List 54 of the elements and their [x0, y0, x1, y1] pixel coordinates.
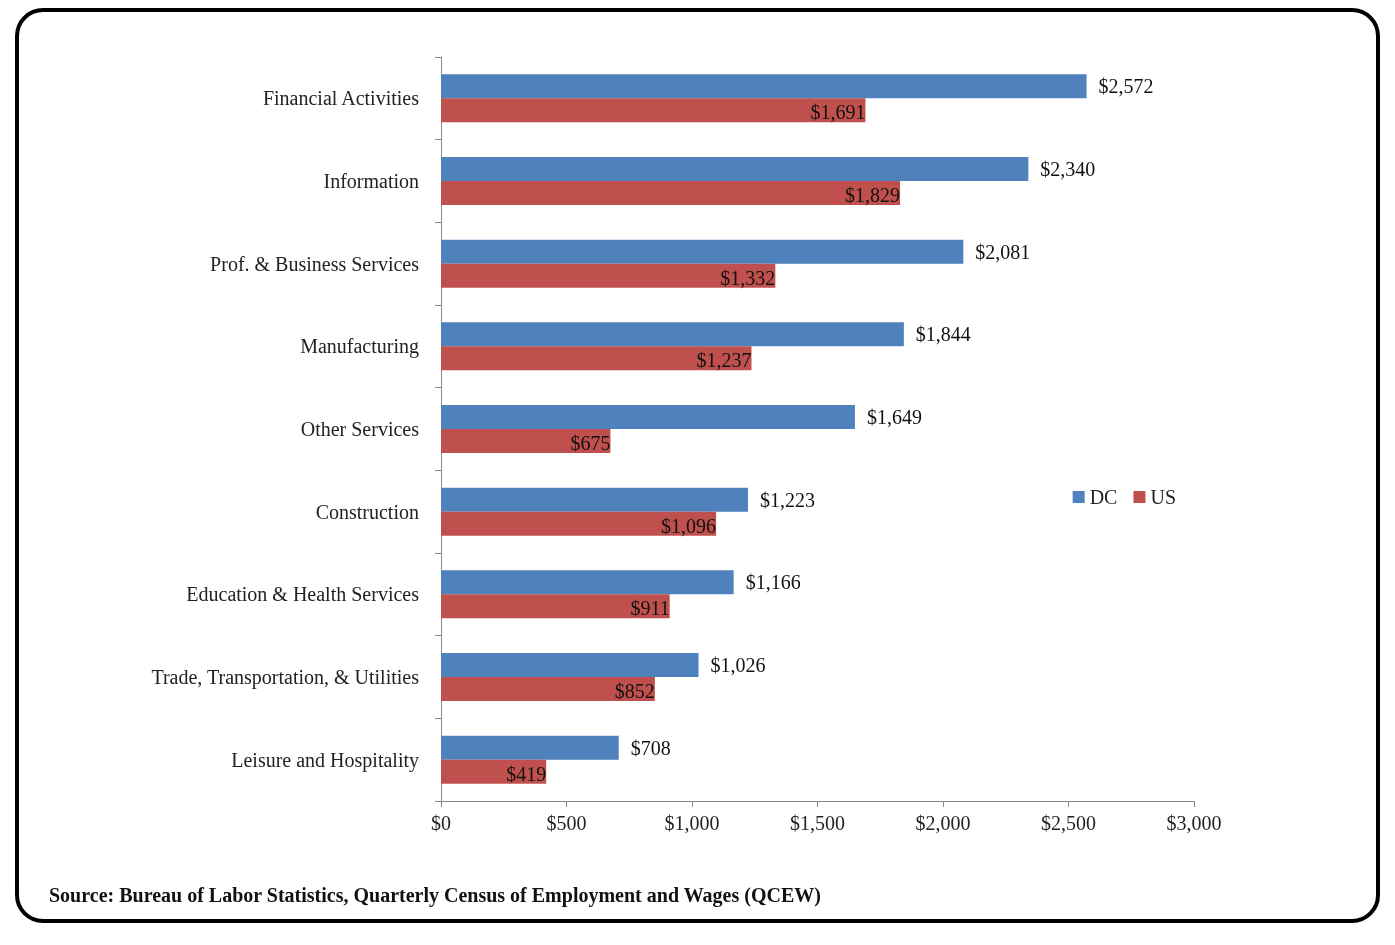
bar [441, 157, 1029, 181]
y-tick-label: Other Services [300, 418, 420, 440]
bar [441, 181, 901, 205]
y-tick-label: Trade, Transportation, & Utilities [151, 666, 420, 689]
data-label: $2,340 [1040, 158, 1096, 180]
y-tick-label: Prof. & Business Services [210, 252, 420, 275]
bar [441, 263, 776, 288]
legend-label: US [1150, 486, 1177, 508]
bar [441, 570, 734, 595]
data-label: $708 [630, 736, 671, 759]
data-label: $1,026 [710, 654, 766, 676]
data-label: $1,829 [845, 184, 901, 206]
data-label: $675 [570, 432, 611, 454]
data-label: $1,332 [720, 266, 776, 289]
bar [441, 429, 611, 453]
data-label: $1,844 [915, 323, 971, 346]
x-tick-label: $0 [431, 812, 451, 834]
x-tick-label: $1,500 [790, 812, 845, 834]
x-tick-label: $500 [546, 812, 587, 834]
data-label: $1,649 [866, 406, 922, 428]
bar [441, 677, 655, 701]
bar [441, 594, 670, 619]
data-label: $1,237 [696, 349, 752, 372]
data-label: $2,572 [1098, 75, 1154, 98]
data-label: $852 [614, 680, 655, 702]
bar [441, 511, 717, 536]
y-tick-label: Education & Health Services [186, 583, 420, 606]
bar [441, 653, 699, 677]
data-label: $1,691 [810, 101, 866, 124]
source-note: Source: Bureau of Labor Statistics, Quarterly Census of Employment and Wages (QCEW) [49, 884, 821, 907]
bar [441, 405, 855, 429]
bar [441, 239, 964, 264]
data-label: $419 [506, 762, 547, 785]
bar [441, 346, 752, 371]
data-label: $1,096 [661, 514, 717, 537]
y-tick-label: Information [323, 170, 419, 192]
bar [441, 735, 619, 760]
y-tick-label: Manufacturing [300, 335, 419, 359]
x-tick-label: $1,000 [664, 812, 720, 834]
data-label: $911 [630, 597, 670, 620]
bar [441, 322, 904, 347]
data-label: $1,223 [759, 488, 815, 511]
data-label: $1,166 [745, 571, 801, 594]
x-tick-label: $3,000 [1166, 812, 1222, 834]
bar [441, 487, 748, 512]
y-tick-label: Leisure and Hospitality [231, 748, 419, 772]
bar [441, 98, 866, 123]
legend-label: DC [1089, 486, 1118, 508]
y-tick-label: Financial Activities [262, 87, 420, 110]
x-tick-label: $2,000 [915, 812, 971, 834]
y-tick-label: Construction [315, 500, 419, 523]
bar [441, 74, 1087, 99]
data-label: $2,081 [975, 240, 1031, 263]
x-tick-label: $2,500 [1041, 812, 1096, 834]
